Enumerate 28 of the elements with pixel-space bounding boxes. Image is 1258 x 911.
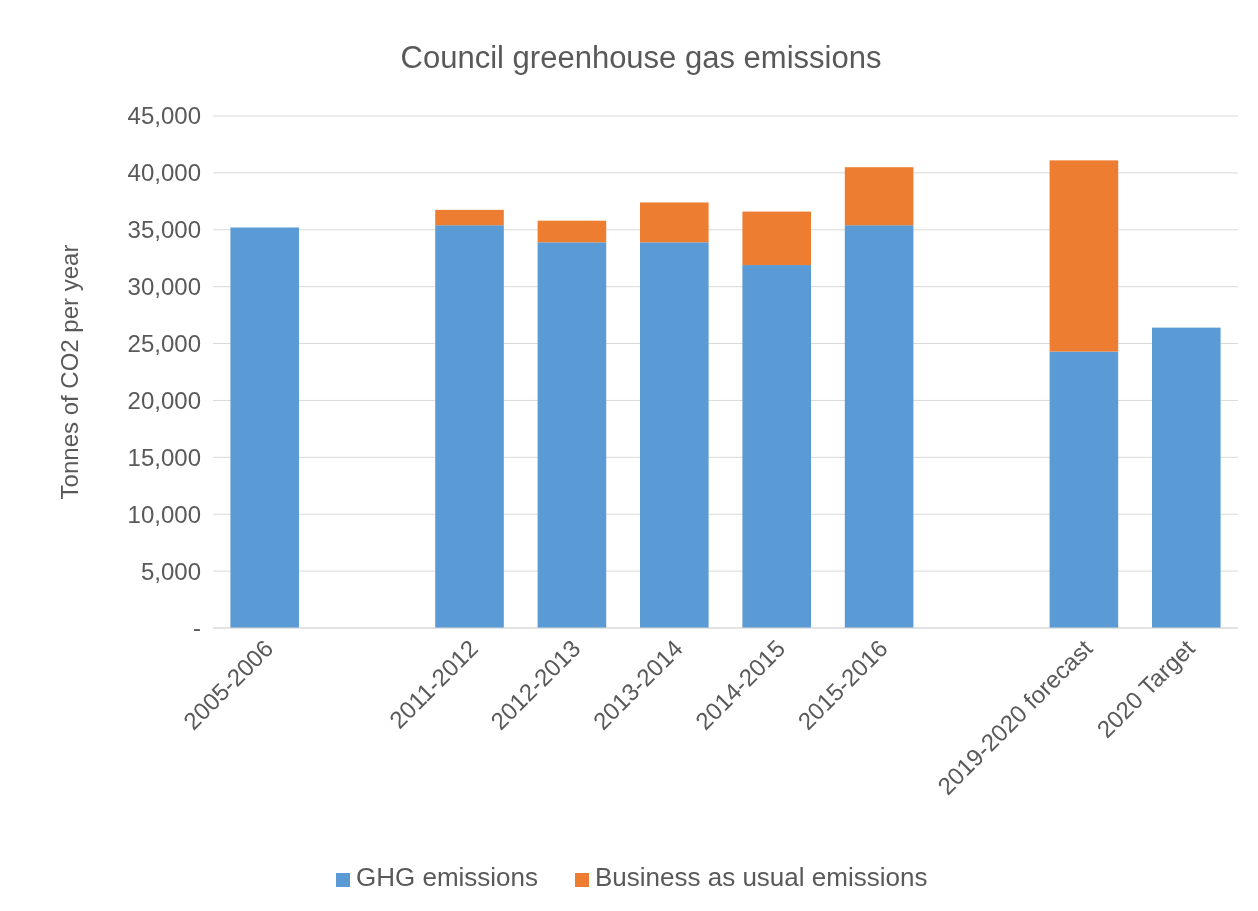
chart-title: Council greenhouse gas emissions: [400, 40, 882, 75]
bar: [537, 242, 607, 628]
bar: [844, 167, 914, 226]
y-axis-title: Tonnes of CO2 per year: [56, 244, 83, 500]
y-tick-label: 40,000: [127, 159, 201, 187]
bar: [1151, 327, 1221, 628]
bar: [844, 225, 914, 628]
y-tick-label: 25,000: [127, 329, 201, 357]
bar: [435, 209, 504, 226]
bar: [435, 225, 504, 628]
bar: [537, 220, 607, 243]
bar: [230, 227, 300, 628]
y-tick-label: 35,000: [127, 216, 201, 244]
bar: [1049, 351, 1119, 628]
legend-label: GHG emissions: [356, 862, 539, 892]
y-tick-label: 15,000: [127, 443, 201, 471]
y-tick-label: 30,000: [127, 273, 201, 301]
y-tick-label: 45,000: [127, 102, 201, 130]
bar: [742, 211, 811, 266]
bar: [742, 265, 811, 628]
y-tick-label: 5,000: [140, 557, 201, 585]
y-tick-label: 10,000: [127, 500, 201, 528]
y-tick-label: 20,000: [127, 386, 201, 414]
y-tick-label: -: [193, 614, 201, 642]
bar: [1049, 160, 1119, 352]
legend-label: Business as usual emissions: [595, 862, 928, 892]
bar: [640, 242, 709, 628]
bar: [640, 202, 709, 243]
